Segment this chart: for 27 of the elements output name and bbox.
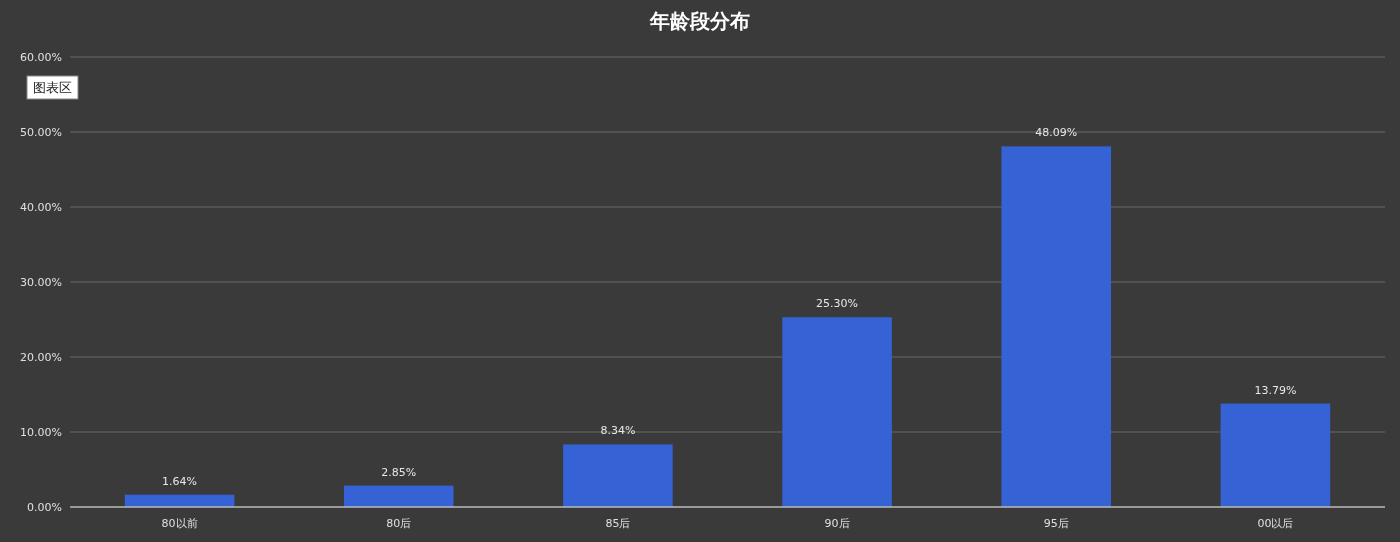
- x-tick-label: 00以后: [1257, 517, 1294, 530]
- data-label: 48.09%: [1035, 126, 1078, 140]
- y-tick-label: 0.00%: [27, 501, 62, 514]
- x-tick-label: 80以前: [161, 517, 198, 530]
- bar: [343, 485, 454, 507]
- y-tick-label: 10.00%: [20, 426, 62, 439]
- data-label: 8.34%: [600, 424, 636, 438]
- y-tick-label: 50.00%: [20, 126, 62, 139]
- bar: [1220, 403, 1331, 507]
- y-tick-label: 60.00%: [20, 51, 62, 64]
- x-tick-label: 80后: [386, 517, 412, 530]
- bar: [563, 444, 673, 507]
- y-tick-label: 30.00%: [20, 276, 62, 289]
- data-label: 13.79%: [1254, 383, 1297, 397]
- data-label: 2.85%: [381, 465, 417, 479]
- data-label: 1.64%: [162, 474, 198, 488]
- data-label: 25.30%: [816, 297, 859, 311]
- x-tick-label: 85后: [605, 517, 631, 530]
- x-tick-label: 90后: [824, 517, 850, 530]
- y-tick-label: 40.00%: [20, 201, 62, 214]
- annotation: 图表区: [26, 75, 79, 100]
- chart-title: 年龄段分布: [649, 9, 750, 33]
- annotation: 图表区: [33, 80, 72, 95]
- x-tick-label: 95后: [1043, 517, 1069, 530]
- bar: [782, 317, 892, 507]
- bar: [1001, 146, 1112, 507]
- y-tick-label: 20.00%: [20, 351, 62, 364]
